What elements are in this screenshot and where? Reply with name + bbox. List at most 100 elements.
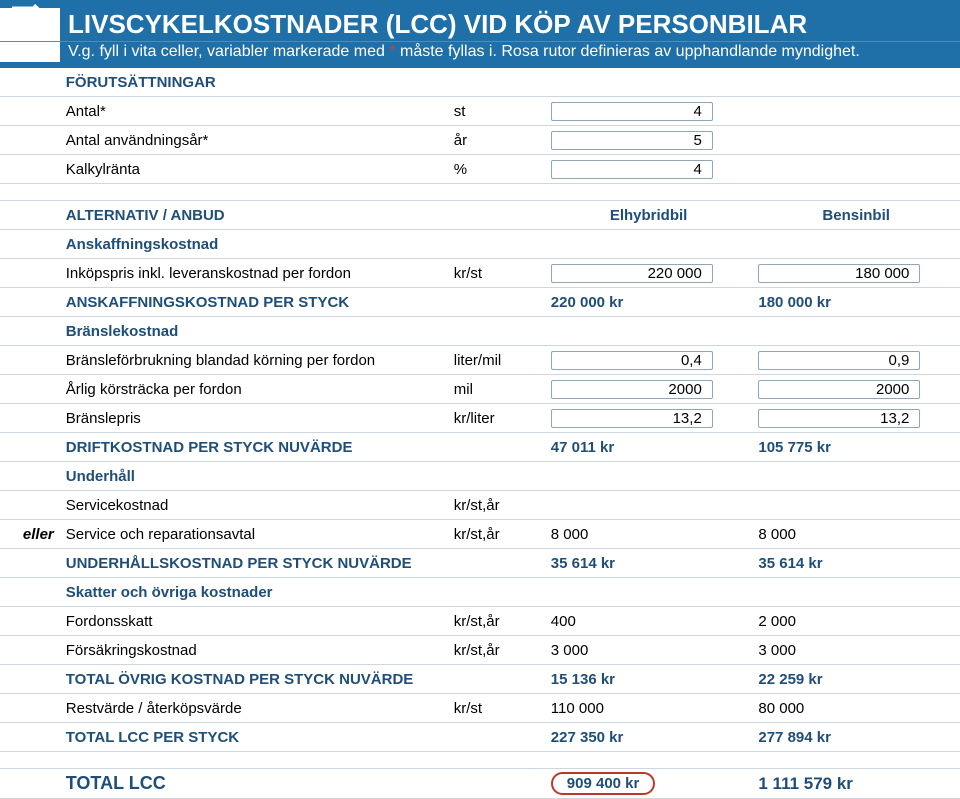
- section-label: ALTERNATIV / ANBUD: [60, 201, 448, 230]
- input-korstracka-a[interactable]: 2000: [551, 380, 713, 399]
- cell-unit: kr/st,år: [448, 520, 545, 549]
- cell-value: 80 000: [752, 694, 960, 723]
- cell-unit: kr/st: [448, 259, 545, 288]
- cell-value: 8 000: [752, 520, 960, 549]
- cell-label: Bränslepris: [60, 404, 448, 433]
- cell-value: 180 000 kr: [752, 288, 960, 317]
- section-bransle: Bränslekostnad: [0, 317, 960, 346]
- section-label: FÖRUTSÄTTNINGAR: [60, 68, 448, 97]
- cell-label: TOTAL ÖVRIG KOSTNAD PER STYCK NUVÄRDE: [60, 665, 448, 694]
- cell-unit: %: [448, 155, 545, 184]
- cell-unit: kr/st,år: [448, 636, 545, 665]
- lcc-table: FÖRUTSÄTTNINGAR Antal* st 4 Antal använd…: [0, 68, 960, 799]
- row-forbrukning: Bränsleförbrukning blandad körning per f…: [0, 346, 960, 375]
- row-anskaff-tot: ANSKAFFNINGSKOSTNAD PER STYCK 220 000 kr…: [0, 288, 960, 317]
- cell-value: 3 000: [545, 636, 753, 665]
- section-skatter: Skatter och övriga kostnader: [0, 578, 960, 607]
- row-fordonsskatt: Fordonsskatt kr/st,år 400 2 000: [0, 607, 960, 636]
- cell-value: 22 259 kr: [752, 665, 960, 694]
- input-inkopspris-a[interactable]: 220 000: [551, 264, 713, 283]
- alt-b-header: Bensinbil: [752, 201, 960, 230]
- input-branslepris-a[interactable]: 13,2: [551, 409, 713, 428]
- cell-value: 8 000: [545, 520, 753, 549]
- section-underhall: Underhåll: [0, 462, 960, 491]
- cell-value: 110 000: [545, 694, 753, 723]
- cell-value: 1 111 579 kr: [752, 769, 960, 799]
- row-total-lcc: TOTAL LCC 909 400 kr 1 111 579 kr: [0, 769, 960, 799]
- cell-unit: mil: [448, 375, 545, 404]
- cell-value: 35 614 kr: [545, 549, 753, 578]
- cell-unit: kr/st: [448, 694, 545, 723]
- cell-value: 2 000: [752, 607, 960, 636]
- cell-value: 3 000: [752, 636, 960, 665]
- logo: [10, 4, 50, 37]
- cell-value: 47 011 kr: [545, 433, 753, 462]
- row-anvandningsar: Antal användningsår* år 5: [0, 126, 960, 155]
- cell-label: Restvärde / återköpsvärde: [60, 694, 448, 723]
- section-label: Skatter och övriga kostnader: [60, 578, 448, 607]
- cell-unit: år: [448, 126, 545, 155]
- header-block: LIVSCYKELKOSTNADER (LCC) VID KÖP AV PERS…: [0, 0, 960, 68]
- input-antal[interactable]: 4: [551, 102, 713, 121]
- row-branslepris: Bränslepris kr/liter 13,2 13,2: [0, 404, 960, 433]
- row-inkopspris: Inköpspris inkl. leveranskostnad per for…: [0, 259, 960, 288]
- total-lcc-highlight-a: 909 400 kr: [551, 772, 656, 795]
- cell-unit: kr/st,år: [448, 491, 545, 520]
- cell-unit: liter/mil: [448, 346, 545, 375]
- eller-label: eller: [0, 520, 60, 549]
- input-forbrukning-b[interactable]: 0,9: [758, 351, 920, 370]
- section-label: Anskaffningskostnad: [60, 230, 448, 259]
- cell-unit: kr/st,år: [448, 607, 545, 636]
- cell-value: 227 350 kr: [545, 723, 753, 752]
- row-antal: Antal* st 4: [0, 97, 960, 126]
- input-anvandningsar[interactable]: 5: [551, 131, 713, 150]
- row-servicekost: Servicekostnad kr/st,år: [0, 491, 960, 520]
- cell-label: Försäkringskostnad: [60, 636, 448, 665]
- row-restvarde: Restvärde / återköpsvärde kr/st 110 000 …: [0, 694, 960, 723]
- input-korstracka-b[interactable]: 2000: [758, 380, 920, 399]
- cell-label: Service och reparationsavtal: [60, 520, 448, 549]
- cell-label: Kalkylränta: [60, 155, 448, 184]
- input-forbrukning-a[interactable]: 0,4: [551, 351, 713, 370]
- page-title: LIVSCYKELKOSTNADER (LCC) VID KÖP AV PERS…: [60, 8, 807, 41]
- cell-value: 220 000 kr: [545, 288, 753, 317]
- row-total-styck: TOTAL LCC PER STYCK 227 350 kr 277 894 k…: [0, 723, 960, 752]
- row-korstracka: Årlig körsträcka per fordon mil 2000 200…: [0, 375, 960, 404]
- input-kalkylranta[interactable]: 4: [551, 160, 713, 179]
- row-drift-tot: DRIFTKOSTNAD PER STYCK NUVÄRDE 47 011 kr…: [0, 433, 960, 462]
- cell-label: DRIFTKOSTNAD PER STYCK NUVÄRDE: [60, 433, 448, 462]
- input-branslepris-b[interactable]: 13,2: [758, 409, 920, 428]
- cell-unit: st: [448, 97, 545, 126]
- row-underhall-tot: UNDERHÅLLSKOSTNAD PER STYCK NUVÄRDE 35 6…: [0, 549, 960, 578]
- cell-value: 15 136 kr: [545, 665, 753, 694]
- cell-unit: kr/liter: [448, 404, 545, 433]
- section-forutsattningar: FÖRUTSÄTTNINGAR: [0, 68, 960, 97]
- alt-a-header: Elhybridbil: [545, 201, 753, 230]
- cell-label: Fordonsskatt: [60, 607, 448, 636]
- cell-label: TOTAL LCC PER STYCK: [60, 723, 448, 752]
- row-ovrig-tot: TOTAL ÖVRIG KOSTNAD PER STYCK NUVÄRDE 15…: [0, 665, 960, 694]
- input-inkopspris-b[interactable]: 180 000: [758, 264, 920, 283]
- cell-label: ANSKAFFNINGSKOSTNAD PER STYCK: [60, 288, 448, 317]
- cell-label: Årlig körsträcka per fordon: [60, 375, 448, 404]
- cell-label: UNDERHÅLLSKOSTNAD PER STYCK NUVÄRDE: [60, 549, 448, 578]
- cell-label: Bränsleförbrukning blandad körning per f…: [60, 346, 448, 375]
- row-forsakring: Försäkringskostnad kr/st,år 3 000 3 000: [0, 636, 960, 665]
- section-label: Bränslekostnad: [60, 317, 448, 346]
- cell-value: 400: [545, 607, 753, 636]
- row-serviceavtal: eller Service och reparationsavtal kr/st…: [0, 520, 960, 549]
- section-anskaffning: Anskaffningskostnad: [0, 230, 960, 259]
- subtitle-pre: V.g. fyll i vita celler, variabler marke…: [68, 43, 389, 60]
- cell-value: 105 775 kr: [752, 433, 960, 462]
- page-root: LIVSCYKELKOSTNADER (LCC) VID KÖP AV PERS…: [0, 0, 960, 716]
- subtitle-post: måste fyllas i. Rosa rutor definieras av…: [396, 43, 860, 60]
- cell-value: 277 894 kr: [752, 723, 960, 752]
- cell-label: Antal användningsår*: [60, 126, 448, 155]
- cell-label: Inköpspris inkl. leveranskostnad per for…: [60, 259, 448, 288]
- cell-label: TOTAL LCC: [60, 769, 448, 799]
- section-label: Underhåll: [60, 462, 448, 491]
- row-kalkylranta: Kalkylränta % 4: [0, 155, 960, 184]
- row-alternativ-header: ALTERNATIV / ANBUD Elhybridbil Bensinbil: [0, 201, 960, 230]
- cell-label: Antal*: [60, 97, 448, 126]
- cell-value: 35 614 kr: [752, 549, 960, 578]
